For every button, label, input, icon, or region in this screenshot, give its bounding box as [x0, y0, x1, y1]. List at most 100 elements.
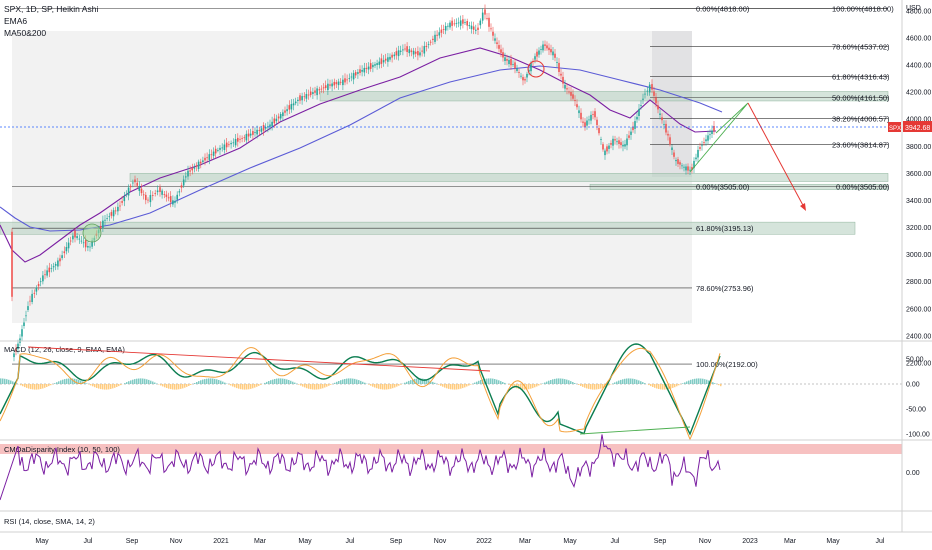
- macd-hist-bar: [712, 382, 714, 384]
- macd-hist-bar: [694, 378, 696, 384]
- signal-line: [0, 347, 721, 441]
- macd-hist-bar: [372, 384, 374, 387]
- price-tick: 2200.00: [906, 360, 931, 367]
- macd-hist-bar: [184, 384, 186, 388]
- candle-body: [566, 88, 568, 90]
- candle-body: [23, 322, 25, 326]
- candle-body: [425, 45, 428, 47]
- macd-hist-bar: [534, 384, 536, 388]
- candle-body: [536, 51, 538, 57]
- candle-body: [348, 78, 351, 79]
- candle-body: [350, 76, 353, 78]
- macd-hist-bar: [544, 382, 546, 384]
- candle-body: [671, 147, 673, 150]
- fib-label-upper: 0.00%(3505.00): [836, 182, 890, 191]
- candle-body: [132, 182, 134, 184]
- macd-hist-bar: [112, 384, 114, 389]
- macd-hist-bar: [380, 384, 382, 390]
- candle-body: [651, 84, 653, 90]
- candle-body: [520, 75, 522, 77]
- candle-body: [288, 105, 291, 110]
- macd-hist-bar: [188, 384, 190, 386]
- macd-hist-bar: [44, 384, 46, 388]
- time-label: Mar: [784, 538, 797, 545]
- candle-body: [84, 240, 87, 248]
- price-axis[interactable]: [902, 0, 932, 532]
- macd-hist-bar: [634, 379, 636, 384]
- macd-hist-bar: [318, 384, 320, 390]
- time-label: May: [298, 538, 312, 545]
- candle-body: [214, 148, 217, 154]
- macd-hist-bar: [498, 380, 500, 384]
- macd-hist-bar: [118, 384, 120, 387]
- macd-hist-bar: [140, 378, 142, 384]
- macd-hist-bar: [346, 378, 348, 384]
- time-label: Nov: [170, 538, 183, 545]
- candle-body: [391, 54, 393, 58]
- macd-hist-bar: [160, 384, 162, 386]
- macd-hist-bar: [316, 384, 318, 390]
- candle-body: [552, 51, 554, 56]
- time-label: Nov: [434, 538, 447, 545]
- candle-body: [67, 242, 70, 249]
- candle-body: [59, 258, 61, 262]
- disparity-line: [0, 434, 721, 501]
- candle-body: [462, 19, 464, 24]
- candle-body: [438, 32, 441, 36]
- macd-hist-bar: [590, 384, 592, 390]
- candle-body: [626, 138, 628, 146]
- macd-hist-bar: [564, 379, 566, 384]
- macd-hist-bar: [452, 384, 454, 390]
- candle-body: [147, 199, 149, 201]
- candle-body: [112, 210, 115, 217]
- macd-hist-bar: [386, 384, 388, 390]
- macd-hist-bar: [76, 379, 78, 384]
- ma50-line: [0, 47, 717, 263]
- macd-hist-bar: [310, 384, 312, 390]
- macd-hist-bar: [508, 384, 510, 385]
- macd-hist-bar: [492, 378, 494, 384]
- macd-hist-bar: [420, 378, 422, 384]
- macd-hist-bar: [66, 378, 68, 384]
- candle-body: [640, 105, 642, 106]
- candle-body: [159, 187, 161, 192]
- candle-body: [528, 70, 530, 72]
- macd-hist-bar: [478, 380, 480, 384]
- macd-hist-bar: [84, 382, 86, 384]
- candle-body: [436, 34, 438, 36]
- candle-body: [516, 68, 518, 71]
- candle-body: [701, 145, 703, 147]
- candle-body: [110, 212, 113, 216]
- macd-hist-bar: [570, 381, 572, 384]
- candle-body: [703, 142, 705, 144]
- candle-body: [444, 26, 447, 31]
- macd-hist-bar: [596, 384, 598, 390]
- macd-hist-bar: [4, 378, 6, 384]
- time-axis[interactable]: May Jul Sep Nov 2021 Mar May Jul Sep Nov 2022 Mar Ma…: [35, 538, 885, 545]
- macd-hist-bar: [260, 384, 262, 385]
- macd-hist-bar: [334, 382, 336, 384]
- candle-body: [365, 67, 368, 69]
- macd-hist-bar: [466, 384, 468, 387]
- macd-hist-bar: [304, 384, 306, 388]
- candle-body: [312, 92, 314, 94]
- macd-hist-bar: [148, 379, 150, 384]
- macd-hist-bar: [216, 379, 218, 384]
- candle-body: [174, 200, 176, 203]
- candle-body: [182, 179, 185, 186]
- macd-hist-bar: [176, 384, 178, 390]
- candle-body: [477, 27, 479, 30]
- candle-body: [484, 9, 486, 15]
- candle-body: [646, 90, 649, 92]
- candle-body: [453, 23, 456, 25]
- macd-hist-bar: [328, 384, 330, 386]
- macd-hist-bar: [572, 382, 574, 384]
- macd-hist-bar: [582, 384, 584, 387]
- macd-hist-bar: [306, 384, 308, 389]
- macd-hist-bar: [116, 384, 118, 387]
- macd-hist-bar: [462, 384, 464, 389]
- marker-circle-low: [82, 223, 102, 243]
- candle-body: [486, 18, 488, 19]
- candle-body: [681, 165, 683, 167]
- macd-hist-bar: [102, 384, 104, 390]
